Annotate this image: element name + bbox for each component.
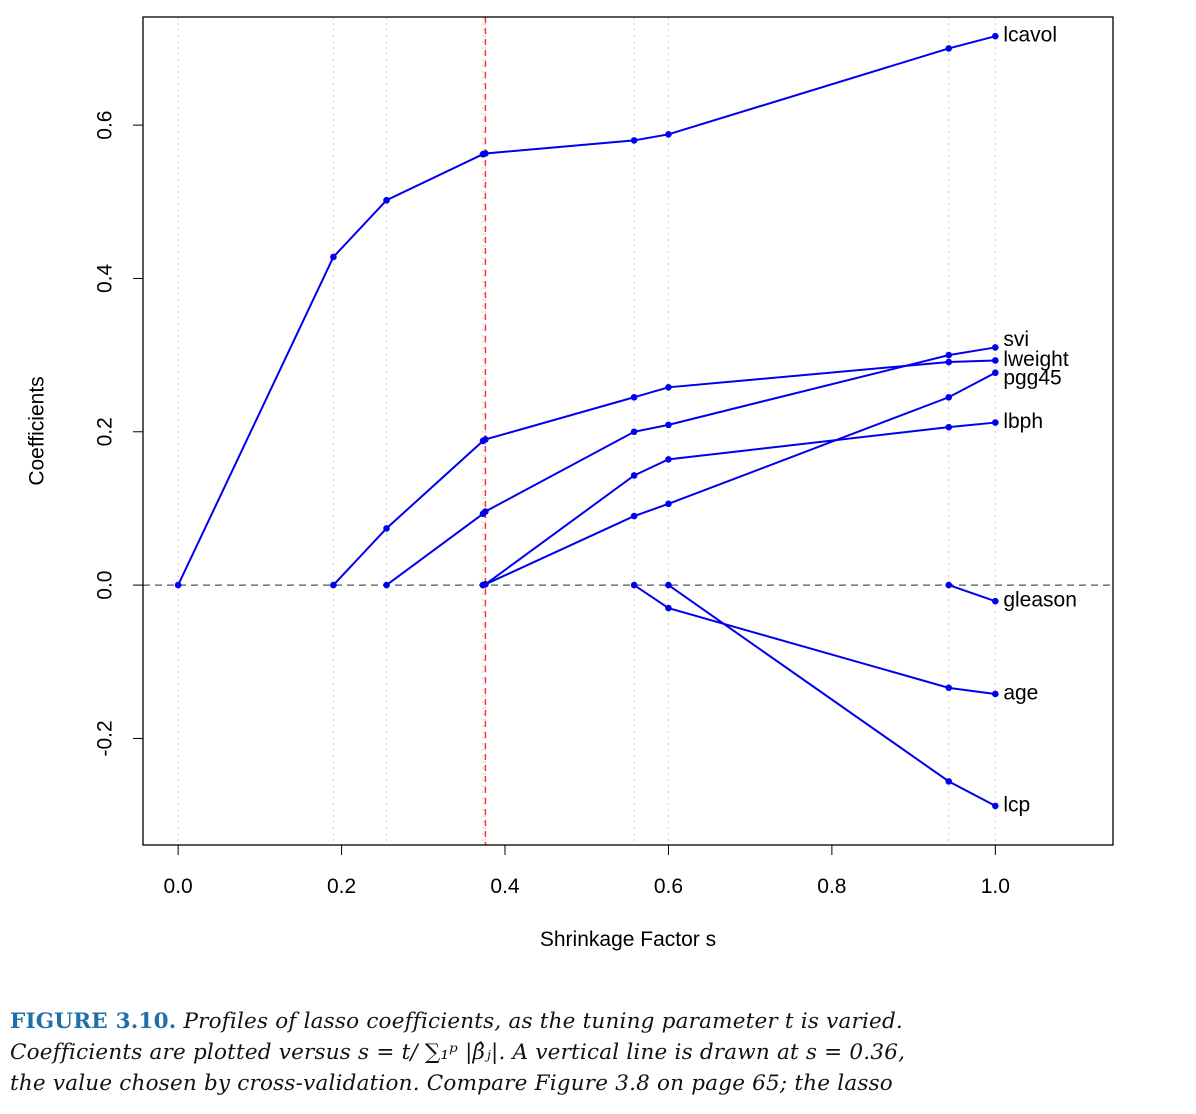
- y-tick-label: 0.0: [94, 570, 117, 599]
- point-lweight: [482, 436, 489, 443]
- point-age: [665, 604, 672, 612]
- point-age: [992, 690, 999, 698]
- x-tick-label: 0.0: [164, 875, 193, 898]
- point-pgg45: [945, 393, 953, 401]
- point-lweight: [383, 525, 390, 532]
- point-svi: [945, 351, 953, 359]
- point-lcavol: [330, 253, 337, 261]
- series-label-svi: svi: [1003, 328, 1029, 351]
- y-tick-label: -0.2: [94, 720, 117, 756]
- series-label-lbph: lbph: [1003, 410, 1043, 433]
- point-lweight: [630, 393, 638, 401]
- point-pgg45: [665, 500, 672, 508]
- point-lweight: [945, 358, 953, 366]
- series-label-lweight: lweight: [1003, 348, 1069, 371]
- series-line-gleason: [948, 584, 996, 603]
- series-line-lweight: [332, 359, 996, 586]
- point-age: [945, 684, 953, 692]
- point-gleason: [992, 597, 999, 605]
- point-lcavol: [383, 196, 390, 204]
- plot-frame: [142, 16, 1114, 846]
- point-svi: [992, 344, 999, 351]
- point-lbph: [665, 456, 672, 463]
- point-lweight: [992, 357, 999, 364]
- lasso-coefficient-chart: 0.0 0.2 0.4 0.6 0.8 1.0 -0.2 0.0 0.2 0.4 0.6 Shrink…: [26, 16, 1114, 951]
- caption-math: s = t/ ∑₁ᵖ |β̂ⱼ|: [358, 1040, 499, 1065]
- point-pgg45: [992, 369, 999, 377]
- x-tick-label: 1.0: [981, 875, 1010, 898]
- point-lbph: [945, 423, 953, 431]
- point-lcavol: [630, 137, 638, 144]
- point-lcp: [992, 802, 999, 810]
- point-lcavol: [992, 32, 999, 40]
- figure-label: FIGURE 3.10.: [10, 1009, 177, 1034]
- point-gleason: [945, 581, 953, 589]
- point-lcavol: [482, 150, 489, 157]
- point-lbph: [630, 472, 638, 479]
- caption-line-2a: Coefficients are plotted versus: [10, 1040, 359, 1065]
- point-svi: [665, 421, 672, 429]
- caption-line-2b: . A vertical line is drawn at s = 0.36,: [498, 1040, 906, 1065]
- figure-caption: FIGURE 3.10. Profiles of lasso coefficie…: [10, 1006, 1190, 1099]
- point-lbph: [482, 581, 489, 588]
- point-lcavol: [174, 581, 182, 589]
- point-svi: [482, 508, 489, 515]
- caption-line-1: Profiles of lasso coefficients, as the t…: [176, 1009, 903, 1034]
- caption-line-3: the value chosen by cross-validation. Co…: [10, 1071, 893, 1096]
- point-lcp: [945, 778, 953, 785]
- series-line-lbph: [482, 421, 996, 587]
- series-label-gleason: gleason: [1003, 589, 1077, 612]
- point-lcp: [665, 581, 672, 589]
- series-line-lcp: [667, 584, 996, 807]
- series-line-pgg45: [482, 371, 996, 587]
- y-tick-label: 0.6: [94, 110, 117, 139]
- series-label-age: age: [1003, 682, 1038, 705]
- series-label-lcp: lcp: [1003, 793, 1030, 816]
- point-lbph: [992, 419, 999, 426]
- y-axis-label: Coefficients: [26, 376, 49, 485]
- y-tick-label: 0.2: [94, 417, 117, 446]
- series-label-pgg45: pgg45: [1003, 366, 1061, 389]
- x-tick-label: 0.8: [817, 875, 846, 898]
- point-lweight: [665, 384, 672, 391]
- point-lcavol: [945, 45, 953, 52]
- x-axis-label: Shrinkage Factor s: [540, 928, 716, 951]
- point-lcavol: [665, 131, 672, 138]
- x-tick-label: 0.6: [654, 875, 683, 898]
- x-tick-label: 0.4: [490, 875, 520, 898]
- point-lweight: [330, 581, 337, 589]
- series-line-svi: [385, 346, 996, 586]
- x-tick-label: 0.2: [327, 875, 356, 898]
- series-line-age: [633, 584, 996, 695]
- point-svi: [383, 581, 390, 589]
- point-pgg45: [630, 512, 638, 520]
- y-tick-label: 0.4: [94, 264, 117, 294]
- series-label-lcavol: lcavol: [1003, 24, 1057, 47]
- series-line-lcavol: [177, 35, 996, 586]
- point-age: [630, 581, 638, 589]
- point-svi: [630, 428, 638, 436]
